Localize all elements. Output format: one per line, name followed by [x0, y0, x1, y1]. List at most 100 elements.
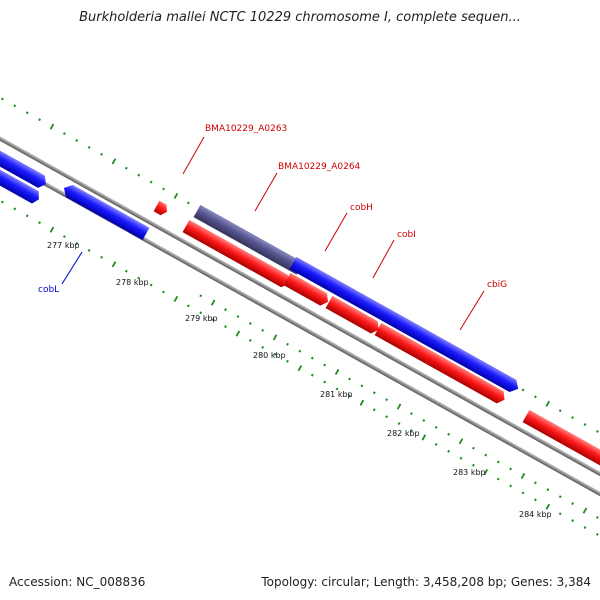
gene-label-BMA10229-A0263[interactable]: BMA10229_A0263 [205, 124, 287, 134]
major-tick [173, 192, 179, 199]
minor-tick [186, 201, 190, 205]
accession-text: Accession: NC_008836 [9, 575, 146, 589]
gene-forward-b[interactable] [0, 165, 42, 206]
minor-tick [509, 484, 513, 488]
major-tick [421, 434, 427, 441]
minor-tick [211, 318, 215, 322]
gene-forward-long[interactable] [289, 256, 522, 395]
minor-tick [162, 187, 165, 191]
major-tick [396, 403, 402, 410]
minor-tick [472, 463, 475, 467]
gene-cobL[interactable] [61, 182, 150, 240]
major-tick [235, 330, 241, 337]
minor-tick [25, 111, 29, 115]
minor-tick [13, 207, 17, 211]
minor-tick [583, 526, 587, 529]
gene-reverse-a[interactable] [182, 219, 293, 290]
minor-tick [472, 446, 475, 450]
minor-tick [100, 255, 103, 259]
gene-label-cbiG[interactable]: cbiG [487, 280, 507, 290]
minor-tick [521, 491, 525, 495]
minor-tick [484, 453, 488, 457]
minor-tick [385, 398, 389, 402]
minor-tick [25, 214, 29, 218]
tick-marks [0, 97, 599, 536]
scale-labels: 277 kbp 278 kbp 279 kbp 280 kbp 281 kbp … [47, 241, 552, 519]
gene-label-cobI[interactable]: cobI [397, 230, 416, 240]
major-tick [173, 295, 179, 302]
minor-tick [186, 304, 190, 308]
gene-labels: BMA10229_A0263 BMA10229_A0264 cobH cobI … [38, 124, 507, 331]
scale-label: 278 kbp [116, 278, 149, 287]
minor-tick [571, 502, 574, 506]
major-tick [520, 472, 526, 479]
gene-cobH[interactable] [283, 272, 332, 308]
leader-line [324, 212, 348, 252]
scale-label: 281 kbp [320, 390, 353, 399]
minor-tick [75, 242, 79, 245]
minor-tick [62, 132, 66, 136]
minor-tick [0, 200, 4, 204]
minor-tick [496, 460, 500, 464]
minor-tick [434, 425, 438, 429]
minor-tick [533, 481, 537, 485]
major-tick [272, 334, 278, 341]
minor-tick [62, 235, 66, 239]
gene-cobI[interactable] [325, 295, 383, 336]
minor-tick [372, 391, 376, 395]
scale-label: 284 kbp [519, 510, 552, 519]
minor-tick [360, 384, 364, 388]
minor-tick [236, 315, 240, 319]
minor-tick [199, 294, 203, 298]
gene-BMA10229-A0263[interactable] [153, 200, 170, 217]
minor-tick [149, 283, 153, 287]
minor-tick [348, 377, 351, 381]
minor-tick [286, 342, 289, 346]
minor-tick [410, 429, 413, 432]
leader-line [372, 239, 395, 279]
minor-tick [323, 363, 327, 367]
gene-BMA10229-A0264[interactable] [193, 204, 304, 275]
minor-tick [558, 512, 562, 516]
gene-cbiG[interactable] [374, 322, 508, 406]
major-tick [49, 123, 55, 130]
minor-tick [447, 432, 451, 436]
gene-label-cobL[interactable]: cobL [38, 285, 59, 295]
minor-tick [137, 173, 141, 177]
leader-line [61, 251, 83, 285]
scale-label: 282 kbp [387, 429, 420, 438]
minor-tick [310, 373, 314, 377]
backbone-lines [0, 131, 600, 497]
major-tick [458, 438, 464, 445]
major-tick [582, 507, 588, 514]
gene-label-cobH[interactable]: cobH [350, 203, 373, 213]
minor-tick [397, 422, 401, 426]
gene-label-BMA10229-A0264[interactable]: BMA10229_A0264 [278, 162, 361, 172]
gene-reverse-edge[interactable] [522, 409, 600, 471]
minor-tick [372, 408, 376, 412]
minor-tick [583, 423, 587, 426]
major-tick [483, 469, 489, 476]
gene-features [0, 146, 600, 471]
minor-tick [38, 118, 41, 122]
scale-label: 283 kbp [453, 468, 486, 477]
leader-line [182, 136, 205, 175]
minor-tick [13, 104, 17, 108]
leader-line [254, 172, 278, 212]
major-tick [545, 400, 551, 407]
major-tick [334, 368, 340, 376]
scale-label: 277 kbp [47, 241, 80, 250]
minor-tick [546, 488, 550, 492]
minor-tick [571, 416, 574, 420]
minor-tick [286, 359, 289, 363]
minor-tick [137, 276, 141, 280]
minor-tick [571, 519, 574, 523]
minor-tick [273, 352, 277, 356]
minor-tick [75, 139, 79, 142]
minor-tick [149, 180, 153, 184]
minor-tick [87, 248, 91, 252]
minor-tick [248, 322, 252, 325]
gene-forward-a[interactable] [0, 146, 49, 190]
minor-tick [38, 221, 41, 225]
